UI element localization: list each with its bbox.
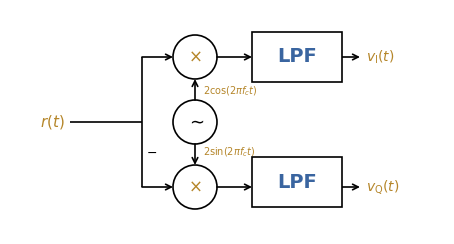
Bar <box>252 32 342 82</box>
Text: $\times$: $\times$ <box>188 179 202 195</box>
Text: $r(t)$: $r(t)$ <box>39 113 64 131</box>
Text: LPF: LPF <box>277 48 317 67</box>
Text: $\sim$: $\sim$ <box>186 112 204 130</box>
Text: LPF: LPF <box>277 173 317 192</box>
Text: $-$: $-$ <box>146 146 157 159</box>
Text: $v_{\mathrm{I}}(t)$: $v_{\mathrm{I}}(t)$ <box>366 48 395 66</box>
Text: $\times$: $\times$ <box>188 49 202 65</box>
Text: $2\sin(2\pi f_c t)$: $2\sin(2\pi f_c t)$ <box>203 146 255 159</box>
Bar <box>252 157 342 207</box>
Text: $v_{\mathrm{Q}}(t)$: $v_{\mathrm{Q}}(t)$ <box>366 178 400 196</box>
Text: $2\cos(2\pi f_c t)$: $2\cos(2\pi f_c t)$ <box>203 85 258 98</box>
